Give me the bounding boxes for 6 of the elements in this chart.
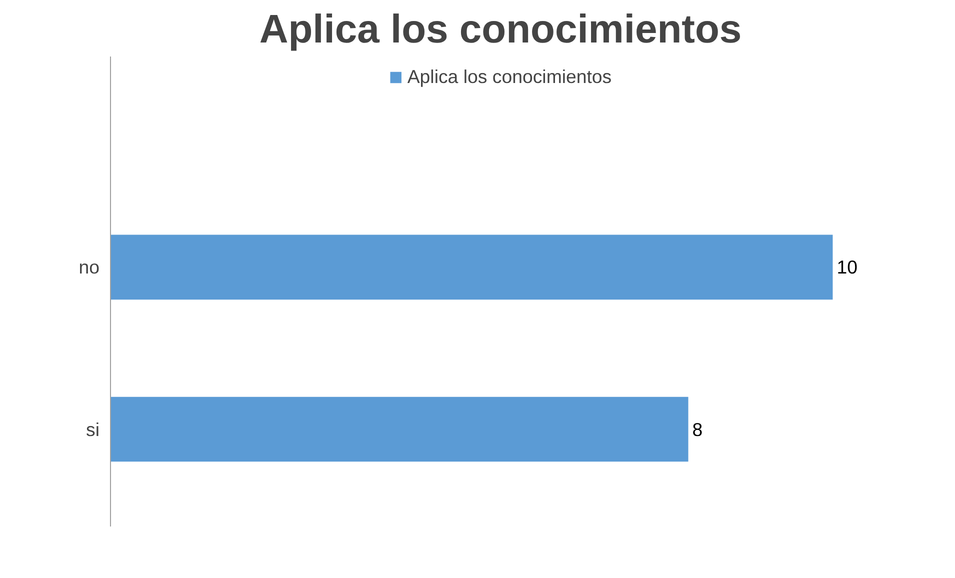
y-tick-label: si: [86, 418, 100, 440]
data-label: 10: [836, 256, 858, 278]
legend-label: Aplica los conocimientos: [407, 66, 612, 88]
chart-title: Aplica los conocimientos: [259, 8, 742, 52]
y-tick-label: no: [78, 256, 100, 278]
data-label: 8: [692, 418, 703, 440]
